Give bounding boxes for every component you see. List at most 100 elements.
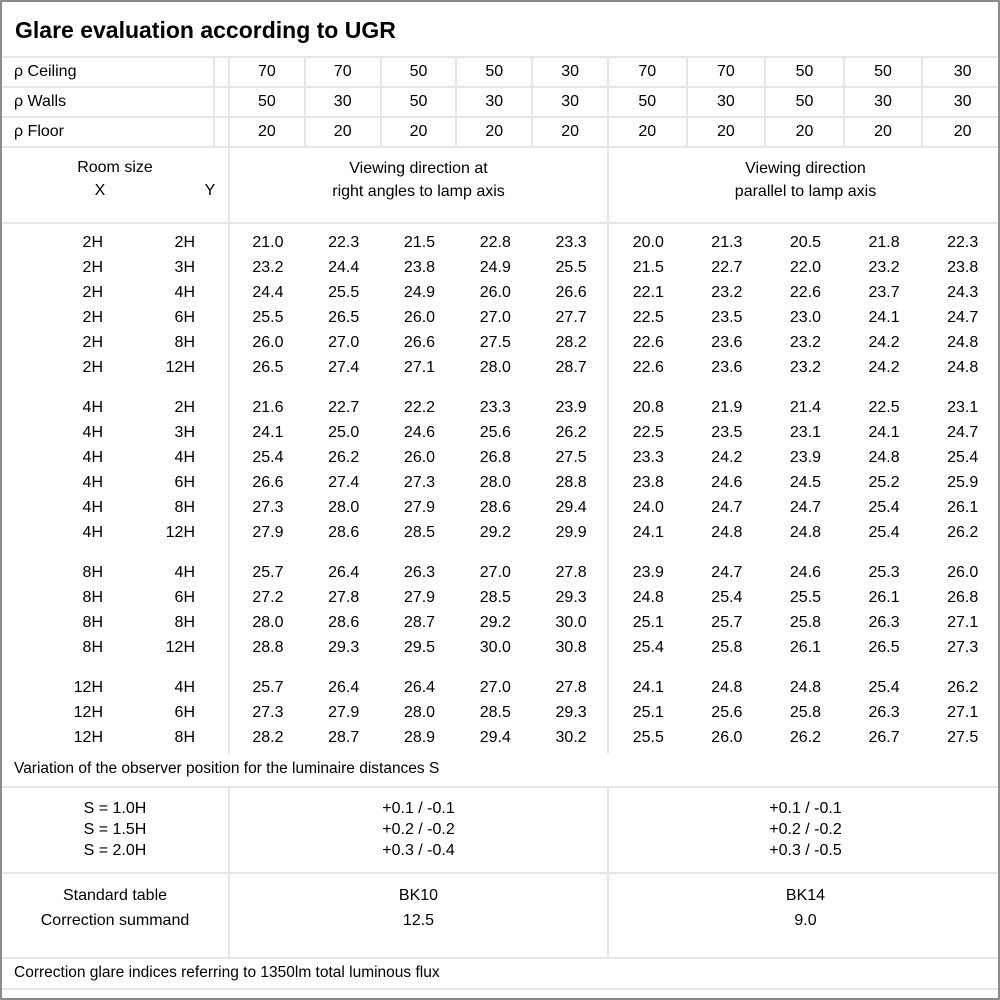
room-size-y: 12H	[165, 639, 195, 656]
reflectance-label: ρ Walls	[2, 88, 215, 116]
ugr-value-right-angles: 30.0	[555, 614, 587, 631]
reflectance-value: 30	[953, 93, 972, 110]
column-header-row: Room size X Y Viewing direction at right…	[2, 148, 998, 224]
viewing-parallel-label: Viewing direction parallel to lamp axis	[734, 160, 877, 200]
ugr-value-right-angles: 28.0	[403, 704, 436, 721]
room-size-y: 2H	[174, 399, 195, 416]
ugr-value-right-angles: 24.9	[479, 259, 511, 276]
ugr-value-parallel: 26.1	[789, 639, 822, 656]
footer-note: Correction glare indices referring to 13…	[2, 959, 998, 990]
reflectance-value: 50	[230, 88, 306, 116]
row-spacer	[195, 675, 230, 700]
room-size-y: 8H	[174, 499, 195, 516]
ugr-value-parallel: 22.6	[632, 334, 664, 351]
ugr-value-right-angles: 24.6	[403, 424, 436, 441]
page-title: Glare evaluation according to UGR	[2, 2, 998, 58]
ugr-value-parallel: 23.3	[632, 449, 664, 466]
ugr-value-right-angles: 22.2	[403, 399, 436, 416]
ugr-value-right-angles: 28.0	[328, 499, 360, 516]
standard-table-label: Standard table	[62, 887, 168, 904]
ugr-value-parallel: 27.1	[947, 704, 979, 721]
ugr-value-right-angles: 29.2	[479, 524, 511, 541]
room-size-y: 4H	[174, 449, 195, 466]
ugr-value-right-angles: 27.9	[252, 524, 284, 541]
axis-y-label: Y	[204, 182, 216, 199]
ugr-value-right-angles: 28.7	[555, 359, 587, 376]
ugr-value-parallel: 23.5	[711, 309, 743, 326]
ugr-value-right-angles: 21.5	[403, 234, 436, 251]
ugr-value-parallel: 27.1	[947, 614, 979, 631]
variation-value: +0.3 / -0.5	[769, 842, 842, 859]
ugr-value-right-angles: 26.5	[328, 309, 360, 326]
reflectance-value: 30	[688, 88, 767, 116]
reflectance-row: ρ Floor 20 20 20 20 20 20 20 20 20 20	[2, 118, 998, 148]
ugr-value-right-angles: 25.5	[555, 259, 587, 276]
ugr-value-parallel: 22.7	[711, 259, 743, 276]
ugr-value-parallel: 24.7	[789, 499, 822, 516]
room-size-axes: X Y	[2, 179, 228, 205]
ugr-value-right-angles: 26.6	[403, 334, 436, 351]
ugr-value-right-angles: 25.7	[252, 564, 284, 581]
variation-value: +0.3 / -0.4	[382, 842, 455, 859]
ugr-value-right-angles: 27.5	[479, 334, 511, 351]
ugr-value-parallel: 25.4	[711, 589, 743, 606]
ugr-row: 12H 8H 28.2 28.7 28.9 29.4 30.2 25.5 26.0 26.2 26.…	[2, 725, 998, 750]
room-size-x: 8H	[82, 614, 103, 631]
variation-value: +0.2 / -0.2	[382, 821, 455, 838]
ugr-value-parallel: 20.5	[789, 234, 822, 251]
ugr-value-right-angles: 28.8	[252, 639, 284, 656]
ugr-value-parallel: 25.2	[868, 474, 900, 491]
ugr-value-parallel: 25.8	[789, 614, 822, 631]
ugr-value-parallel: 25.7	[711, 614, 743, 631]
ugr-value-parallel: 22.5	[868, 399, 900, 416]
row-spacer	[195, 355, 230, 380]
ugr-value-right-angles: 22.8	[479, 234, 511, 251]
ugr-value-parallel: 24.8	[947, 359, 979, 376]
row-spacer	[195, 395, 230, 420]
reflectance-value: 20	[766, 118, 845, 146]
ugr-value-parallel: 24.8	[789, 524, 822, 541]
ugr-value-parallel: 24.1	[868, 424, 900, 441]
row-spacer	[195, 330, 230, 355]
summary-parallel: BK14 9.0	[609, 874, 998, 957]
ugr-value-parallel: 24.1	[868, 309, 900, 326]
reflectance-value: 30	[845, 88, 924, 116]
ugr-value-right-angles: 27.0	[479, 309, 511, 326]
reflectance-value: 30	[306, 88, 382, 116]
ugr-value-parallel: 25.3	[868, 564, 900, 581]
ugr-value-right-angles: 22.3	[328, 234, 360, 251]
ugr-value-right-angles: 28.2	[555, 334, 587, 351]
ugr-value-right-angles: 26.4	[328, 564, 360, 581]
ugr-value-right-angles: 26.3	[403, 564, 436, 581]
room-size-x: 8H	[82, 589, 103, 606]
ugr-value-right-angles: 28.0	[479, 359, 511, 376]
room-size-x: 2H	[82, 284, 103, 301]
ugr-value-parallel: 22.3	[947, 234, 979, 251]
ugr-row: 4H 6H 26.6 27.4 27.3 28.0 28.8 23.8 24.6 24.5 25.2…	[2, 470, 998, 495]
ugr-value-right-angles: 25.7	[252, 679, 284, 696]
ugr-value-parallel: 24.8	[789, 679, 822, 696]
room-size-y: 3H	[174, 424, 195, 441]
ugr-value-right-angles: 27.8	[328, 589, 360, 606]
observer-variation-block: S = 1.0H S = 1.5H S = 2.0H +0.1 / -0.1 +…	[2, 788, 998, 874]
correction-summand-value: 9.0	[794, 912, 817, 929]
ugr-value-parallel: 25.4	[868, 679, 900, 696]
reflectance-value: 50	[845, 58, 924, 86]
row-spacer	[195, 585, 230, 610]
reflectance-value: 20	[953, 123, 972, 140]
ugr-row: 4H 8H 27.3 28.0 27.9 28.6 29.4 24.0 24.7 24.7 25.4…	[2, 495, 998, 520]
ugr-value-right-angles: 28.9	[403, 729, 436, 746]
room-size-y: 4H	[174, 679, 195, 696]
ugr-value-parallel: 23.6	[711, 359, 743, 376]
ugr-value-parallel: 23.1	[789, 424, 822, 441]
ugr-value-right-angles: 24.9	[403, 284, 436, 301]
reflectance-value: 20	[533, 118, 609, 146]
room-size-y: 8H	[174, 729, 195, 746]
viewing-right-angles-header: Viewing direction at right angles to lam…	[230, 148, 609, 222]
ugr-row: 4H 4H 25.4 26.2 26.0 26.8 27.5 23.3 24.2 23.9 24.8…	[2, 445, 998, 470]
ugr-row: 4H 2H 21.6 22.7 22.2 23.3 23.9 20.8 21.9 21.4 22.5…	[2, 395, 998, 420]
ugr-value-right-angles: 29.3	[555, 589, 587, 606]
row-spacer	[195, 420, 230, 445]
s-label: S = 2.0H	[83, 842, 147, 859]
ugr-value-parallel: 24.1	[632, 524, 664, 541]
